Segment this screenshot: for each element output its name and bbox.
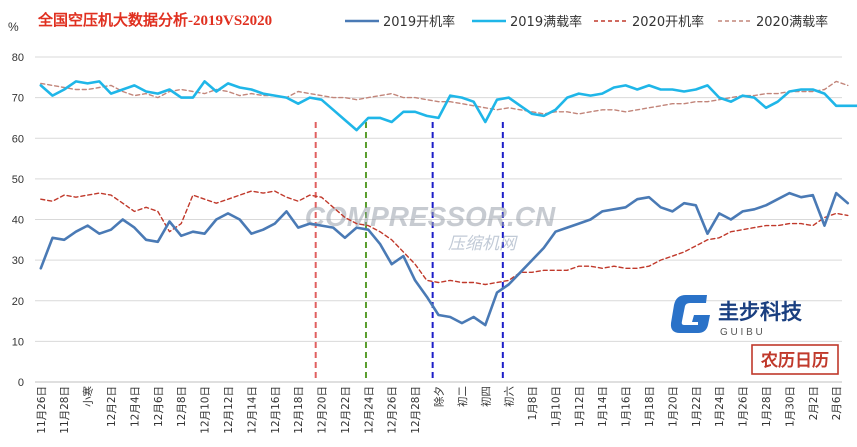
x-tick-label: 12月20日 xyxy=(317,386,329,434)
series-line-2 xyxy=(39,80,857,132)
x-tick-label: 12月16日 xyxy=(270,386,282,434)
x-tick-label: 12月28日 xyxy=(410,386,422,434)
y-tick-label: 30 xyxy=(12,255,24,267)
series-line-1 xyxy=(39,191,850,327)
chart-title: 全国空压机大数据分析-2019VS2020 xyxy=(37,11,272,29)
series-lines xyxy=(39,80,857,327)
y-tick-label: 80 xyxy=(12,52,24,64)
y-tick-label: 10 xyxy=(12,336,24,348)
x-tick-label: 1月22日 xyxy=(691,386,703,427)
legend-label-1: 2019开机率 xyxy=(383,14,455,30)
watermark-text: COMPRESSOR.CN xyxy=(305,201,556,232)
y-tick-label: 40 xyxy=(12,215,24,227)
y-tick-label: 60 xyxy=(12,133,24,145)
x-tick-label: 12月12日 xyxy=(223,386,235,434)
guibu-logo: 圭步科技 G U I B U xyxy=(670,295,803,338)
x-tick-label: 小寒 xyxy=(82,386,95,407)
badge-text: 农历日历 xyxy=(760,350,829,371)
gridlines xyxy=(35,56,842,383)
x-tick-label: 12月26日 xyxy=(387,386,399,434)
brand-subtext: G U I B U xyxy=(720,327,763,338)
legend-label-4: 2020满载率 xyxy=(756,14,828,30)
x-tick-label: 1月18日 xyxy=(644,386,656,427)
x-tick-label: 1月14日 xyxy=(597,386,609,427)
x-tick-label: 2月2日 xyxy=(808,386,820,420)
x-tick-label: 12月4日 xyxy=(129,386,141,427)
x-tick-label: 12月8日 xyxy=(176,386,188,427)
event-markers xyxy=(314,122,504,382)
x-tick-label: 12月14日 xyxy=(246,386,258,434)
x-tick-label: 11月26日 xyxy=(36,386,48,434)
x-tick-label: 12月22日 xyxy=(340,386,352,434)
brand-name: 圭步科技 xyxy=(718,300,803,324)
x-tick-label: 12月6日 xyxy=(153,386,165,427)
y-axis-unit: % xyxy=(8,20,19,34)
x-tick-label: 12月2日 xyxy=(106,386,118,427)
axes: 0 10 20 30 40 50 60 70 80 11月26日 11月28日 小寒 12月2日 12月4… xyxy=(12,52,843,434)
x-tick-label: 初四 xyxy=(479,386,492,407)
compressor-watermark: COMPRESSOR.CN 压缩机网 xyxy=(305,201,556,254)
x-tick-label: 12月24日 xyxy=(363,386,375,434)
watermark-subtext: 压缩机网 xyxy=(448,234,518,254)
y-tick-label: 0 xyxy=(18,377,24,389)
legend-label-2: 2019满载率 xyxy=(510,14,582,30)
x-tick-label: 11月28日 xyxy=(59,386,71,434)
x-tick-label: 1月30日 xyxy=(784,386,796,427)
x-tick-label: 1月20日 xyxy=(667,386,679,427)
guibu-g-icon xyxy=(670,295,710,333)
x-tick-label: 1月28日 xyxy=(761,386,773,427)
y-tick-label: 70 xyxy=(12,93,24,105)
x-tick-label: 1月26日 xyxy=(738,386,750,427)
y-tick-label: 20 xyxy=(12,296,24,308)
lunar-calendar-badge: 农历日历 xyxy=(751,344,839,375)
x-tick-label: 12月18日 xyxy=(293,386,305,434)
x-tick-label: 初六 xyxy=(503,386,516,407)
x-tick-label: 1月16日 xyxy=(621,386,633,427)
series-line-4 xyxy=(40,80,849,115)
x-tick-label: 12月10日 xyxy=(200,386,212,434)
legend: 2019开机率 2019满载率 2020开机率 2020满载率 xyxy=(345,14,828,30)
x-tick-label: 除夕 xyxy=(433,386,446,407)
x-tick-label: 1月10日 xyxy=(550,386,562,427)
x-tick-label: 1月12日 xyxy=(574,386,586,427)
y-tick-label: 50 xyxy=(12,174,24,186)
x-tick-label: 初二 xyxy=(456,386,469,407)
x-tick-label: 1月24日 xyxy=(714,386,726,427)
x-tick-label: 2月6日 xyxy=(831,386,843,420)
x-tick-label: 1月8日 xyxy=(527,386,539,420)
legend-label-3: 2020开机率 xyxy=(632,14,704,30)
